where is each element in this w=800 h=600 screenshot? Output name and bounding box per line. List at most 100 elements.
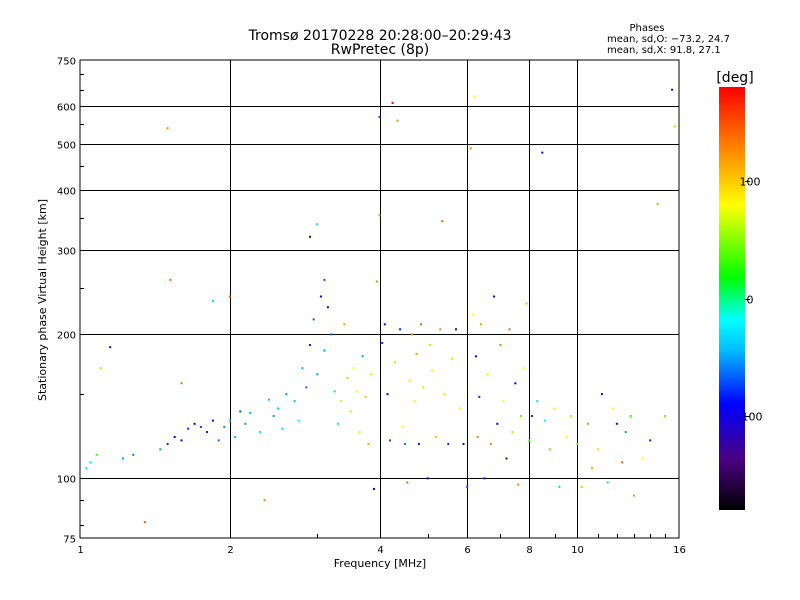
data-point [309,344,311,346]
data-point [493,295,496,298]
data-point [367,442,370,445]
data-point [671,88,674,91]
data-point [664,415,667,417]
data-point [297,419,300,422]
data-point [206,431,208,433]
data-point [466,485,469,488]
data-point [370,373,373,376]
data-point [597,448,599,451]
data-point [169,278,172,281]
data-point [553,407,556,410]
data-point [378,116,381,118]
data-point [415,353,418,355]
data-point [499,344,502,346]
y-tick-label: 300 [57,247,76,258]
data-point [633,494,636,497]
data-point [364,395,367,398]
data-point [316,373,319,376]
data-point [508,328,511,331]
y-tick-label: 400 [57,187,76,198]
data-point [401,426,404,428]
data-point [435,436,438,438]
data-point [580,485,583,488]
data-point [406,481,409,484]
data-point [391,101,394,104]
data-point [458,407,461,410]
colorbar-tick-label: 0 [747,294,754,307]
data-point [486,373,489,376]
data-point [422,386,425,389]
data-point [514,382,517,385]
data-point [451,357,454,360]
data-point [239,410,242,413]
data-point [447,442,450,445]
data-point [305,386,308,389]
data-point [411,333,413,336]
data-point [600,393,603,396]
data-point [474,355,477,358]
data-point [316,223,319,226]
data-point [469,147,472,150]
data-point [543,419,546,422]
data-point [378,214,381,217]
data-point [258,431,261,433]
data-point [525,302,528,305]
data-point [99,367,102,370]
data-point [399,328,402,331]
data-point [244,422,247,425]
data-point [268,398,271,401]
data-point [272,415,275,417]
data-point [408,379,411,382]
data-points [85,88,676,523]
data-point [576,442,579,445]
data-point [85,467,88,470]
data-point [621,461,624,464]
data-point [330,333,333,336]
x-axis-label: Frequency [MHz] [334,557,426,570]
data-point [536,400,539,403]
data-point [234,436,237,438]
data-point [591,467,594,470]
data-point [277,407,279,410]
data-point [361,355,364,358]
data-point [439,328,442,331]
data-point [478,395,481,398]
x-tick-label: 10 [571,545,584,556]
data-point [228,419,231,422]
data-point [358,431,361,433]
data-point [122,457,124,460]
data-point [441,220,444,223]
data-point [95,453,98,456]
data-point [333,390,336,393]
data-point [166,442,169,445]
data-point [309,235,311,238]
data-point [386,393,389,396]
data-point [389,439,391,442]
data-point [211,299,214,302]
chart-title: Tromsø 20170228 20:28:00–20:29:43 [248,28,512,44]
data-point [480,323,482,326]
colorbar-tick-label: -100 [738,411,763,424]
x-tick-label: 2 [227,545,233,556]
data-point [346,377,349,380]
data-point [285,393,288,396]
data-point [420,323,423,326]
data-point [89,461,92,464]
data-point [565,436,568,438]
data-point [489,442,492,445]
data-point [413,400,416,403]
data-point [502,400,505,403]
data-point [349,410,352,413]
data-point [649,439,652,442]
data-point [343,323,346,326]
data-point [159,448,162,451]
data-point [396,119,399,122]
y-tick-label: 100 [57,475,76,486]
data-point [471,313,474,316]
phases-title: Phases [629,23,664,34]
plot-frame [79,59,680,539]
data-point [656,202,659,205]
data-point [228,295,231,298]
y-tick-label: 600 [57,103,76,114]
